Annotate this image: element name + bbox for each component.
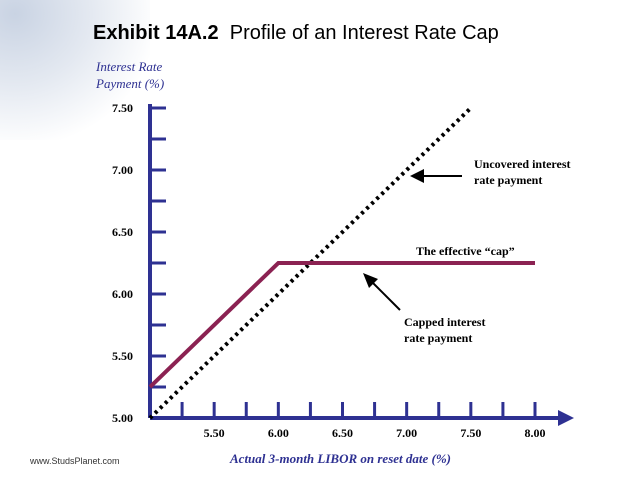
arrow-uncovered-head [410, 169, 424, 183]
capped-payment-line [148, 261, 535, 389]
corner-decoration [0, 0, 150, 140]
annotation-capped: Capped interest rate payment [404, 315, 485, 345]
exhibit-number: Exhibit 14A.2 [93, 22, 219, 44]
y-tick-label: 6.50 [112, 225, 133, 239]
x-tick-label: 6.50 [332, 426, 353, 440]
annotation-line: Uncovered interest [474, 157, 571, 171]
arrow-capped-head [363, 273, 378, 288]
annotation-line: rate payment [474, 173, 542, 187]
arrow-capped-shaft [369, 279, 401, 311]
x-axis-arrowhead [558, 410, 574, 426]
x-axis-label: Actual 3-month LIBOR on reset date (%) [230, 451, 452, 466]
y-axis-label-line1: Interest Rate [96, 59, 163, 74]
y-tick-label: 6.00 [112, 287, 133, 301]
annotation-line: The effective “cap” [416, 244, 515, 258]
footer-source: www.StudsPlanet.com [30, 456, 120, 466]
annotation-line: rate payment [404, 331, 472, 345]
exhibit-title: Profile of an Interest Rate Cap [229, 22, 499, 44]
x-tick-label: 7.50 [460, 426, 481, 440]
page-title: Exhibit 14A.2 Profile of an Interest Rat… [93, 22, 499, 45]
y-axis-label-line2: Payment (%) [96, 76, 165, 91]
y-tick-label: 7.50 [112, 101, 133, 115]
y-tick-label: 7.00 [112, 163, 133, 177]
annotation-line: Capped interest [404, 315, 485, 329]
annotation-cap: The effective “cap” [416, 244, 515, 258]
uncovered-payment-line [148, 106, 473, 420]
annotation-uncovered: Uncovered interest rate payment [474, 157, 571, 187]
y-axis-label: Interest Rate Payment (%) [96, 58, 216, 92]
x-tick-label: 8.00 [525, 426, 546, 440]
x-tick-label: 6.00 [268, 426, 289, 440]
x-tick-label: 7.00 [396, 426, 417, 440]
y-tick-label: 5.00 [112, 411, 133, 425]
y-tick-label: 5.50 [112, 349, 133, 363]
x-tick-label: 5.50 [204, 426, 225, 440]
